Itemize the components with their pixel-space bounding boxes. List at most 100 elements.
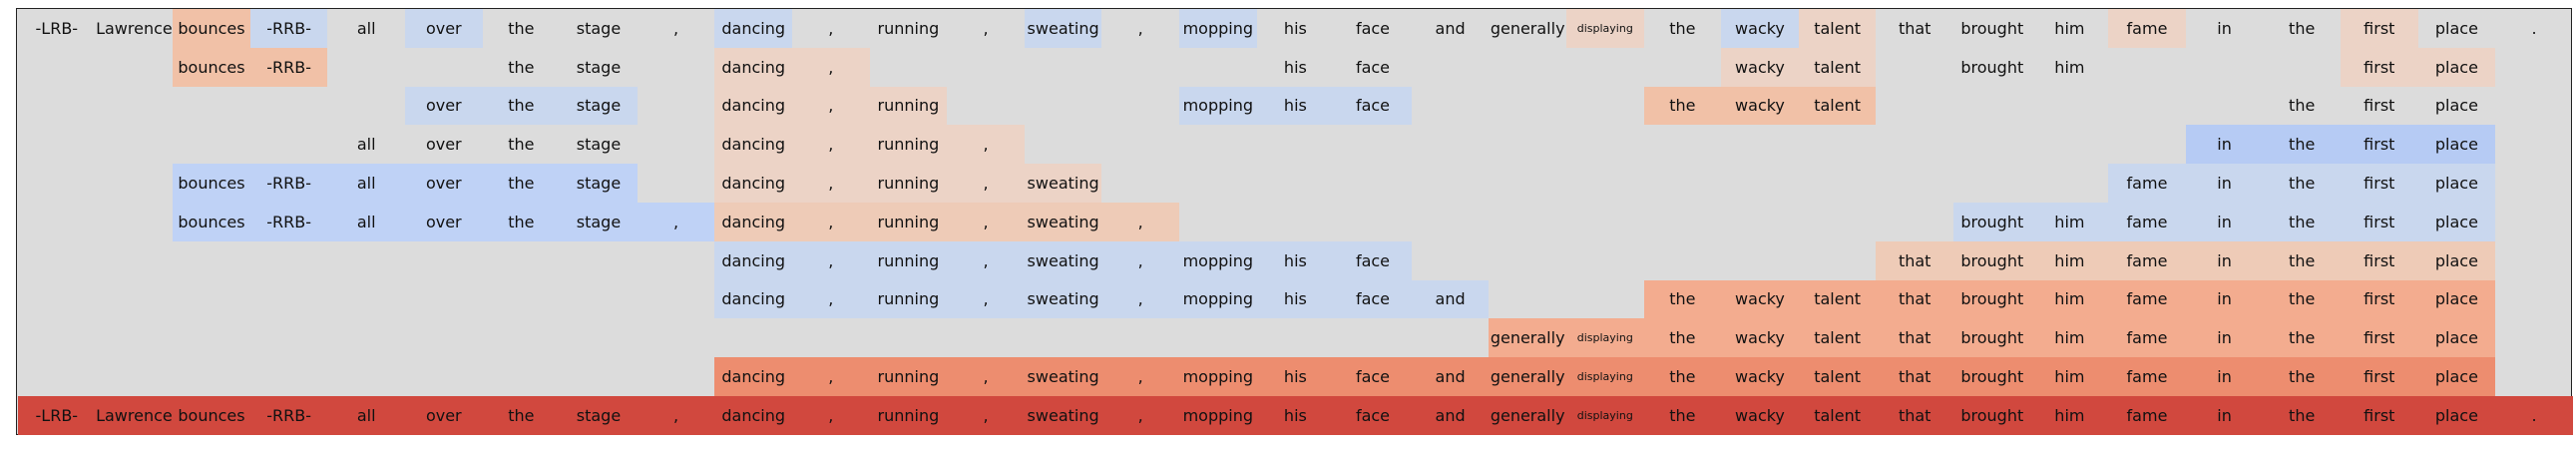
token-cell: talent [1798, 86, 1877, 126]
token-cell: his [1256, 279, 1335, 319]
token-cell: face [1334, 240, 1412, 280]
token-cell: the [2263, 279, 2341, 319]
token-cell: mopping [1179, 357, 1257, 396]
token-cell: , [792, 125, 870, 165]
token-cell: dancing [714, 203, 792, 241]
token-cell: stage [560, 203, 638, 241]
token-cell: generally [1489, 318, 1566, 358]
token-cell: stage [560, 164, 638, 203]
token-cell: first [2341, 203, 2418, 241]
token-cell: the [508, 18, 535, 38]
token-cell: , [1101, 357, 1179, 396]
token-cell: talent [1798, 396, 1877, 435]
token-cell: him [2030, 240, 2109, 280]
token-cell: brought [1953, 279, 2031, 319]
token-cell: him [2030, 396, 2109, 435]
token-cell: first [2341, 164, 2418, 203]
token-cell: mopping [1179, 396, 1257, 435]
token-cell: the [2289, 96, 2316, 116]
token-cell: wacky [1721, 318, 1799, 358]
token-cell: dancing [714, 279, 792, 319]
token-cell: and [1435, 18, 1466, 38]
token-cell: wacky [1721, 357, 1799, 396]
token-cell: the [1643, 357, 1722, 396]
token-cell: wacky [1721, 279, 1799, 319]
token-cell: dancing [714, 240, 792, 280]
token-cell: Lawrence [95, 396, 174, 435]
token-cell: all [327, 164, 405, 203]
token-cell: over [425, 135, 462, 155]
token-cell: talent [1798, 47, 1877, 87]
token-cell: and [1411, 279, 1490, 319]
token-cell: wacky [1721, 396, 1799, 435]
token-cell: sweating [1024, 357, 1102, 396]
token-cell: first [2363, 96, 2395, 116]
token-cell: the [2289, 18, 2316, 38]
token-cell: displaying [1566, 396, 1644, 435]
token-cell: , [637, 203, 715, 241]
token-cell: face [1334, 86, 1412, 126]
token-cell: talent [1798, 9, 1877, 48]
token-cell: bounces [173, 164, 250, 203]
token-cell: bounces [173, 9, 250, 48]
token-cell: in [2185, 396, 2264, 435]
token-cell: bounces [173, 203, 250, 241]
token-cell: talent [1798, 279, 1877, 319]
token-cell: the [482, 396, 561, 435]
token-cell: him [2030, 279, 2109, 319]
token-cell: , [947, 279, 1025, 319]
token-cell: brought [1960, 18, 2024, 38]
token-cell: him [2054, 57, 2085, 77]
token-cell: , [673, 18, 679, 38]
token-cell: face [1355, 18, 1391, 38]
token-cell: fame [2108, 240, 2186, 280]
token-cell: the [1643, 86, 1722, 126]
token-cell: fame [2108, 396, 2186, 435]
token-cell: sweating [1024, 164, 1102, 203]
token-cell: all [327, 203, 405, 241]
token-cell: . [2495, 396, 2573, 435]
token-cell: that [1876, 396, 1953, 435]
token-cell: the [2263, 164, 2341, 203]
token-cell: , [1101, 240, 1179, 280]
token-cell: , [792, 164, 870, 203]
token-cell: talent [1798, 357, 1877, 396]
token-cell: the [2263, 240, 2341, 280]
token-cell: bounces [173, 396, 250, 435]
token-cell: him [2030, 318, 2109, 358]
token-cell: in [2217, 18, 2232, 38]
token-cell: sweating [1024, 203, 1102, 241]
token-cell: place [2417, 318, 2496, 358]
token-cell: displaying [1566, 318, 1644, 358]
token-cell: place [2417, 240, 2496, 280]
token-cell: all [356, 135, 376, 155]
token-cell: the [2263, 125, 2341, 165]
token-cell: generally [1490, 18, 1565, 38]
token-cell: all [356, 18, 376, 38]
token-cell: talent [1798, 318, 1877, 358]
token-cell: wacky [1721, 86, 1799, 126]
token-cell: , [792, 240, 870, 280]
token-cell: Lawrence [96, 18, 173, 38]
token-cell: in [2185, 318, 2264, 358]
token-cell: dancing [714, 125, 792, 165]
token-cell: running [877, 18, 940, 38]
token-cell: dancing [714, 164, 792, 203]
token-cell: running [869, 240, 948, 280]
token-cell: first [2341, 47, 2418, 87]
token-cell: stage [560, 86, 638, 126]
token-cell: the [1643, 396, 1722, 435]
token-cell: , [792, 357, 870, 396]
token-cell: running [869, 86, 948, 126]
token-cell: in [2185, 203, 2264, 241]
token-cell: , [947, 357, 1025, 396]
token-cell: fame [2108, 318, 2186, 358]
token-cell: stage [576, 135, 622, 155]
token-cell: , [792, 86, 870, 126]
token-cell: in [2185, 357, 2264, 396]
token-cell: . [2531, 18, 2537, 38]
token-cell: that [1876, 357, 1953, 396]
token-cell: , [947, 240, 1025, 280]
token-cell: the [508, 135, 535, 155]
attribution-matrix: -LRB- Lawrence bounces -RRB-all over the stage… [16, 8, 2573, 435]
